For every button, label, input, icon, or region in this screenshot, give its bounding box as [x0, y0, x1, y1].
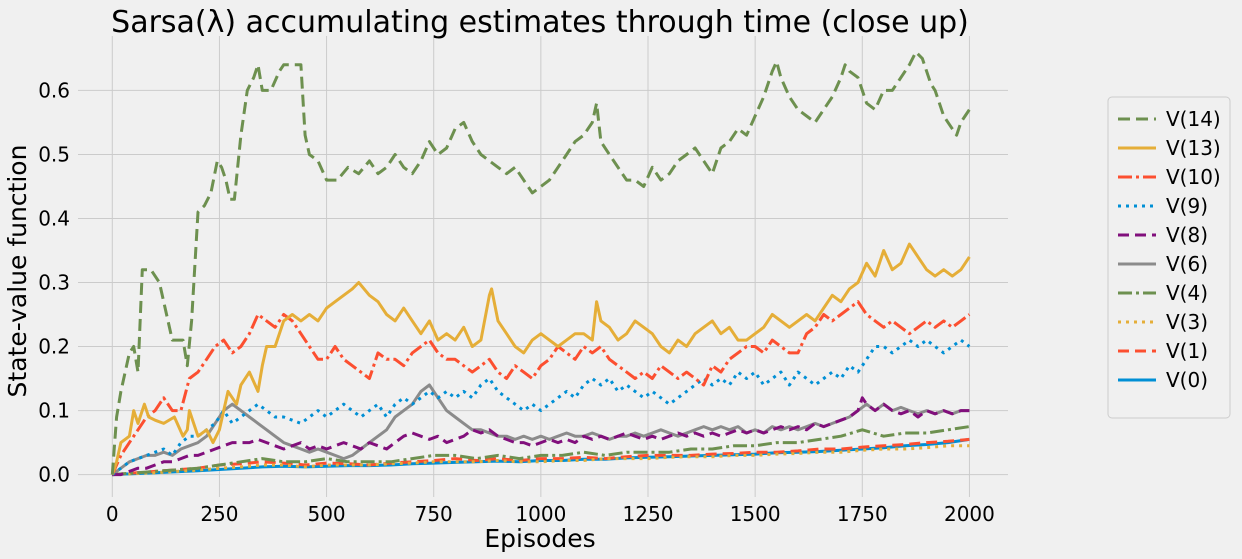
x-tick-label: 250	[200, 502, 238, 526]
grid	[78, 36, 1008, 497]
x-axis-ticks: 0 250 500 750 1000 1250 1500 1750 2000	[106, 502, 995, 526]
y-axis-ticks: 0.0 0.1 0.2 0.3 0.4 0.5 0.6	[38, 78, 70, 486]
series-line-v1	[112, 437, 970, 477]
x-tick-label: 1250	[623, 502, 674, 526]
legend-entry: V(3)	[1166, 310, 1208, 334]
y-axis-label: State-value function	[3, 145, 32, 398]
x-tick-label: 1500	[730, 502, 781, 526]
legend: V(14) V(13) V(10) V(9) V(8) V(6) V(4) V(3) V(1) V…	[1107, 96, 1231, 419]
y-tick-label: 0.5	[38, 142, 70, 166]
y-tick-label: 0.4	[38, 206, 70, 230]
chart-title: Sarsa(λ) accumulating estimates through …	[111, 5, 969, 40]
legend-entry: V(4)	[1166, 281, 1208, 305]
series-line-v13	[110, 242, 971, 476]
legend-entry: V(10)	[1166, 165, 1221, 189]
x-tick-label: 1000	[515, 502, 566, 526]
y-tick-label: 0.2	[38, 335, 70, 359]
y-tick-label: 0.0	[38, 463, 70, 487]
x-tick-label: 0	[106, 502, 119, 526]
y-tick-label: 0.6	[38, 78, 70, 102]
series-line-v3	[112, 444, 970, 477]
legend-entry: V(6)	[1166, 252, 1208, 276]
series-line-v8	[112, 396, 970, 477]
legend-entry: V(13)	[1166, 136, 1221, 160]
y-tick-label: 0.1	[38, 399, 70, 423]
series-line-v4	[112, 425, 970, 477]
legend-entry: V(9)	[1166, 194, 1208, 218]
series-layer	[110, 50, 971, 477]
legend-entry: V(0)	[1166, 368, 1208, 392]
legend-entry: V(14)	[1166, 107, 1221, 131]
series-line-v9	[111, 338, 971, 476]
x-tick-label: 2000	[944, 502, 995, 526]
x-tick-label: 750	[415, 502, 453, 526]
y-tick-label: 0.3	[38, 271, 70, 295]
legend-entry: V(8)	[1166, 223, 1208, 247]
x-tick-label: 500	[307, 502, 345, 526]
x-axis-label: Episodes	[484, 524, 595, 553]
series-line-v14	[110, 50, 971, 475]
legend-entry: V(1)	[1166, 339, 1208, 363]
x-tick-label: 1750	[837, 502, 888, 526]
series-line-v10	[110, 300, 971, 476]
